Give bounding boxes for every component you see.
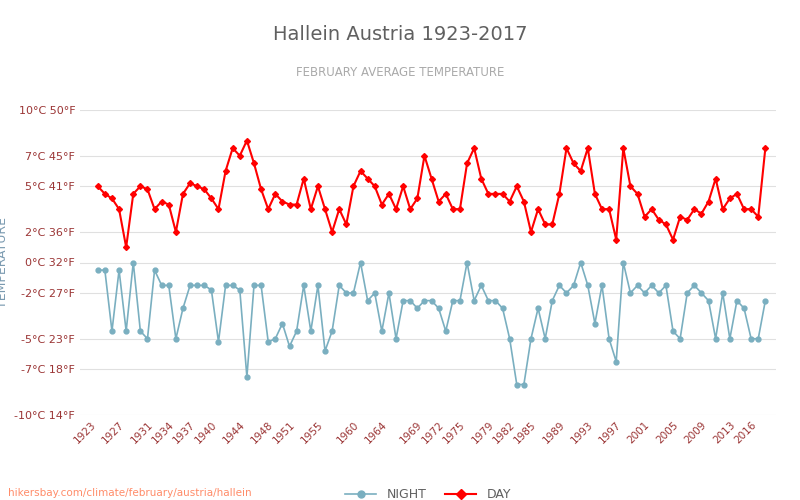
Y-axis label: TEMPERATURE: TEMPERATURE	[0, 217, 9, 308]
Text: hikersbay.com/climate/february/austria/hallein: hikersbay.com/climate/february/austria/h…	[8, 488, 252, 498]
Text: FEBRUARY AVERAGE TEMPERATURE: FEBRUARY AVERAGE TEMPERATURE	[296, 66, 504, 79]
Text: Hallein Austria 1923-2017: Hallein Austria 1923-2017	[273, 26, 527, 44]
Legend: NIGHT, DAY: NIGHT, DAY	[340, 484, 516, 500]
